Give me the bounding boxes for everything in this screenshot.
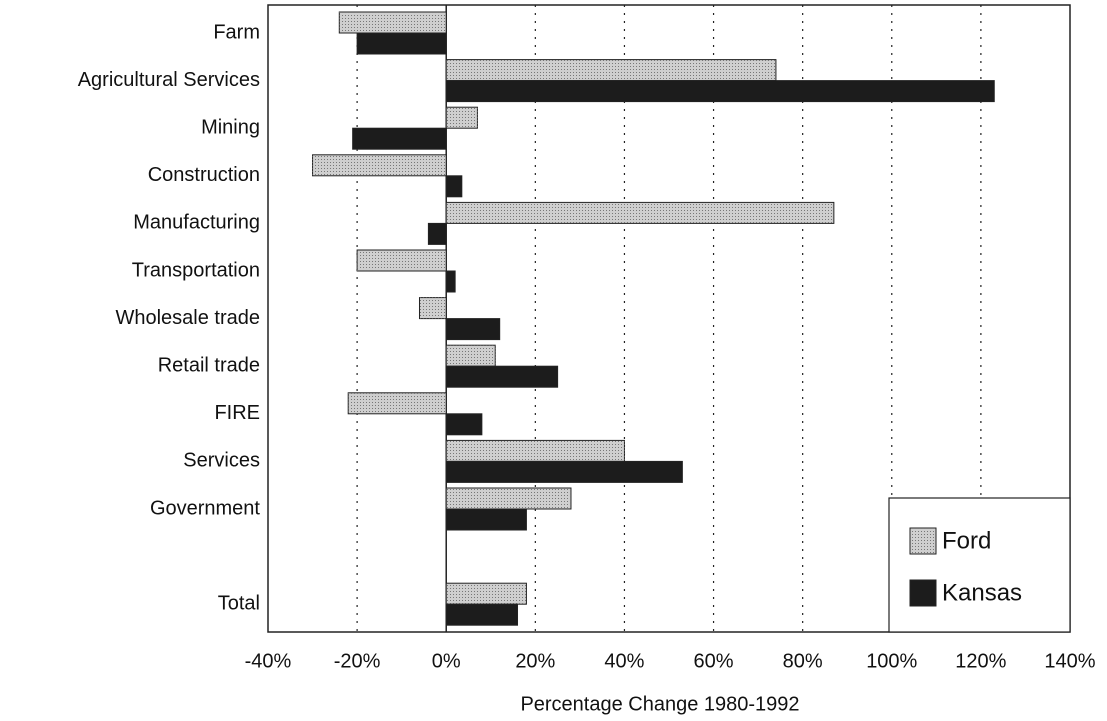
bar xyxy=(427,222,447,245)
bar xyxy=(445,508,527,531)
bar xyxy=(445,365,559,388)
y-tick-label: Retail trade xyxy=(158,354,260,376)
bar-texture xyxy=(446,202,834,224)
bar-texture xyxy=(446,345,496,367)
legend-box xyxy=(888,497,1071,633)
bar-texture xyxy=(446,488,571,509)
bar-texture xyxy=(446,440,625,462)
bar xyxy=(445,460,683,483)
bar xyxy=(445,175,463,198)
x-tick-label: 80% xyxy=(783,650,823,672)
legend-swatch xyxy=(909,579,937,607)
legend-label: Kansas xyxy=(942,579,1022,606)
y-tick-label: Transportation xyxy=(132,259,260,281)
y-tick-label: Construction xyxy=(148,164,260,186)
plot-frame xyxy=(267,4,1071,633)
bar xyxy=(445,603,519,626)
y-tick-label: Manufacturing xyxy=(133,212,260,234)
bar-texture xyxy=(446,107,478,129)
x-tick-label: -40% xyxy=(245,650,292,672)
y-tick-label: Services xyxy=(183,450,260,472)
x-tick-label: 60% xyxy=(694,650,734,672)
bar-texture xyxy=(357,250,447,271)
bar-texture xyxy=(348,392,447,414)
y-tick-label: Government xyxy=(150,497,260,519)
y-tick-label: Total xyxy=(218,592,260,614)
x-axis-label: Percentage Change 1980-1992 xyxy=(520,693,799,715)
bar xyxy=(445,413,483,436)
bar xyxy=(445,80,995,103)
legend-swatch-texture xyxy=(910,528,936,554)
x-tick-label: 40% xyxy=(604,650,644,672)
x-tick-label: 100% xyxy=(866,650,917,672)
y-tick-label: FIRE xyxy=(214,402,260,424)
y-tick-label: Farm xyxy=(213,21,260,43)
x-tick-label: 140% xyxy=(1044,650,1095,672)
bar-texture xyxy=(339,12,447,33)
legend-label: Ford xyxy=(942,527,991,554)
bar-texture xyxy=(312,154,447,176)
x-tick-label: -20% xyxy=(334,650,381,672)
bar xyxy=(356,32,447,55)
y-tick-label: Agricultural Services xyxy=(78,69,260,91)
bar xyxy=(352,127,447,150)
bar xyxy=(445,318,501,341)
x-tick-label: 120% xyxy=(955,650,1006,672)
bar-texture xyxy=(419,297,447,319)
x-tick-label: 0% xyxy=(432,650,461,672)
bar-texture xyxy=(446,583,527,605)
bar-texture xyxy=(446,59,776,81)
y-tick-label: Wholesale trade xyxy=(115,307,260,329)
x-tick-label: 20% xyxy=(515,650,555,672)
bar xyxy=(445,270,456,293)
y-tick-label: Mining xyxy=(201,116,260,138)
